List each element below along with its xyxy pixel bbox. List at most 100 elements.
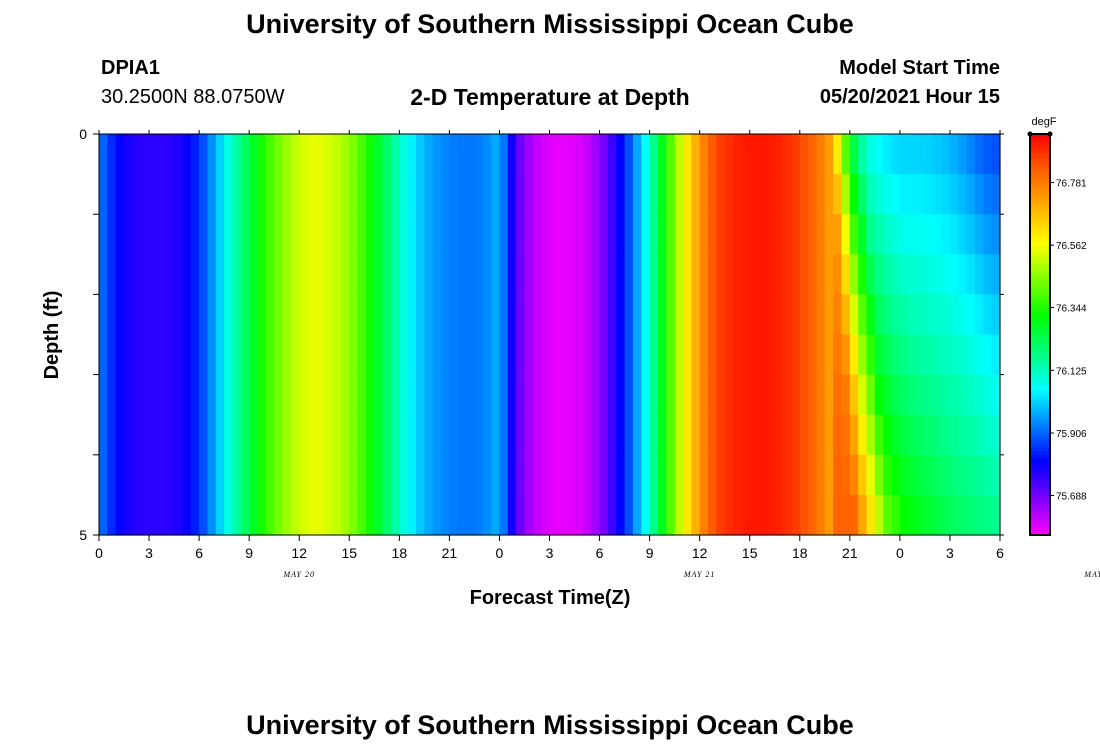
heatmap-cell: [841, 454, 851, 496]
heatmap-cell: [132, 214, 142, 255]
heatmap-cell: [124, 334, 133, 376]
heatmap-cell: [741, 214, 751, 255]
heatmap-cell: [107, 334, 117, 376]
heatmap-cell: [382, 134, 392, 175]
heatmap-cell: [708, 454, 717, 496]
heatmap-cell: [933, 254, 943, 295]
heatmap-cell: [983, 134, 993, 175]
colorbar-segment: [1030, 326, 1050, 332]
heatmap-cell: [674, 294, 684, 336]
heatmap-cell: [549, 414, 559, 456]
heatmap-cell: [682, 294, 692, 336]
footer-title: University of Southern Mississippi Ocean…: [246, 710, 854, 740]
heatmap-cell: [758, 374, 767, 416]
heatmap-cell: [390, 254, 400, 295]
heatmap-cell: [541, 414, 551, 456]
heatmap-cell: [524, 294, 534, 336]
heatmap-cell: [874, 174, 884, 215]
heatmap-cell: [833, 494, 843, 536]
heatmap-cell: [941, 134, 951, 175]
heatmap-cell: [774, 454, 784, 496]
heatmap-cell: [632, 414, 642, 456]
heatmap-cell: [174, 174, 184, 215]
heatmap-cell: [691, 214, 701, 255]
heatmap-cell: [557, 334, 567, 376]
heatmap-cell: [616, 374, 626, 416]
heatmap-cell: [399, 134, 409, 175]
chart-title: 2-D Temperature at Depth: [410, 84, 690, 110]
heatmap-cell: [441, 134, 450, 175]
heatmap-cell: [290, 134, 300, 175]
heatmap-cell: [582, 374, 592, 416]
heatmap-cell: [916, 494, 926, 536]
heatmap-cell: [883, 494, 893, 536]
heatmap-cell: [307, 494, 317, 536]
heatmap-cell: [733, 334, 742, 376]
heatmap-cell: [340, 134, 350, 175]
heatmap-cell: [282, 414, 292, 456]
model-start-label: Model Start Time: [839, 57, 1000, 79]
heatmap-cell: [632, 494, 642, 536]
heatmap-cell: [516, 494, 526, 536]
heatmap-cell: [557, 254, 567, 295]
heatmap-cell: [624, 254, 634, 295]
heatmap-cell: [182, 214, 192, 255]
colorbar-corner-dot: [1027, 131, 1033, 137]
heatmap-cell: [974, 214, 984, 255]
heatmap-cell: [607, 494, 617, 536]
heatmap-cell: [833, 414, 843, 456]
heatmap-cell: [958, 174, 968, 215]
heatmap-cell: [874, 134, 884, 175]
heatmap-cell: [240, 254, 250, 295]
heatmap-cell: [808, 214, 818, 255]
heatmap-cell: [274, 134, 284, 175]
heatmap-cell: [257, 494, 267, 536]
heatmap-cell: [207, 334, 217, 376]
heatmap-cell: [257, 374, 267, 416]
heatmap-cell: [858, 134, 868, 175]
heatmap-cell: [182, 414, 192, 456]
colorbar-segment: [1030, 250, 1050, 255]
heatmap-cell: [99, 494, 108, 536]
heatmap-cell: [365, 294, 375, 336]
x-tick-label: 6: [996, 545, 1004, 561]
heatmap-cell: [557, 214, 567, 255]
heatmap-cell: [974, 494, 984, 536]
heatmap-cell: [307, 174, 317, 215]
colorbar-segment: [1030, 270, 1050, 275]
heatmap-cell: [265, 294, 275, 336]
heatmap-cell: [708, 174, 717, 215]
heatmap-cell: [599, 414, 609, 456]
heatmap-cell: [949, 374, 959, 416]
heatmap-cell: [783, 174, 793, 215]
heatmap-cell: [808, 374, 818, 416]
heatmap-cell: [783, 294, 793, 336]
heatmap-cell: [708, 414, 717, 456]
heatmap-cell: [307, 214, 317, 255]
heatmap-cell: [157, 454, 167, 496]
heatmap-cell: [157, 494, 167, 536]
heatmap-cell: [340, 374, 350, 416]
heatmap-cell: [833, 174, 843, 215]
heatmap-cell: [307, 374, 317, 416]
heatmap-cell: [607, 214, 617, 255]
colorbar-segment: [1030, 402, 1050, 408]
heatmap-cell: [199, 214, 209, 255]
heatmap-cell: [365, 454, 375, 496]
heatmap-cell: [324, 334, 334, 376]
heatmap-cell: [299, 334, 309, 376]
heatmap-cell: [165, 494, 175, 536]
heatmap-cell: [699, 134, 709, 175]
heatmap-cell: [799, 414, 809, 456]
heatmap-cell: [165, 374, 175, 416]
heatmap-cell: [332, 334, 342, 376]
heatmap-cell: [699, 454, 709, 496]
heatmap-cell: [599, 294, 609, 336]
heatmap-cell: [566, 494, 576, 536]
heatmap-cell: [749, 454, 759, 496]
heatmap-cell: [224, 414, 234, 456]
heatmap-cell: [399, 214, 409, 255]
heatmap-cell: [382, 294, 392, 336]
heatmap-cell: [157, 294, 167, 336]
heatmap-cell: [449, 214, 459, 255]
